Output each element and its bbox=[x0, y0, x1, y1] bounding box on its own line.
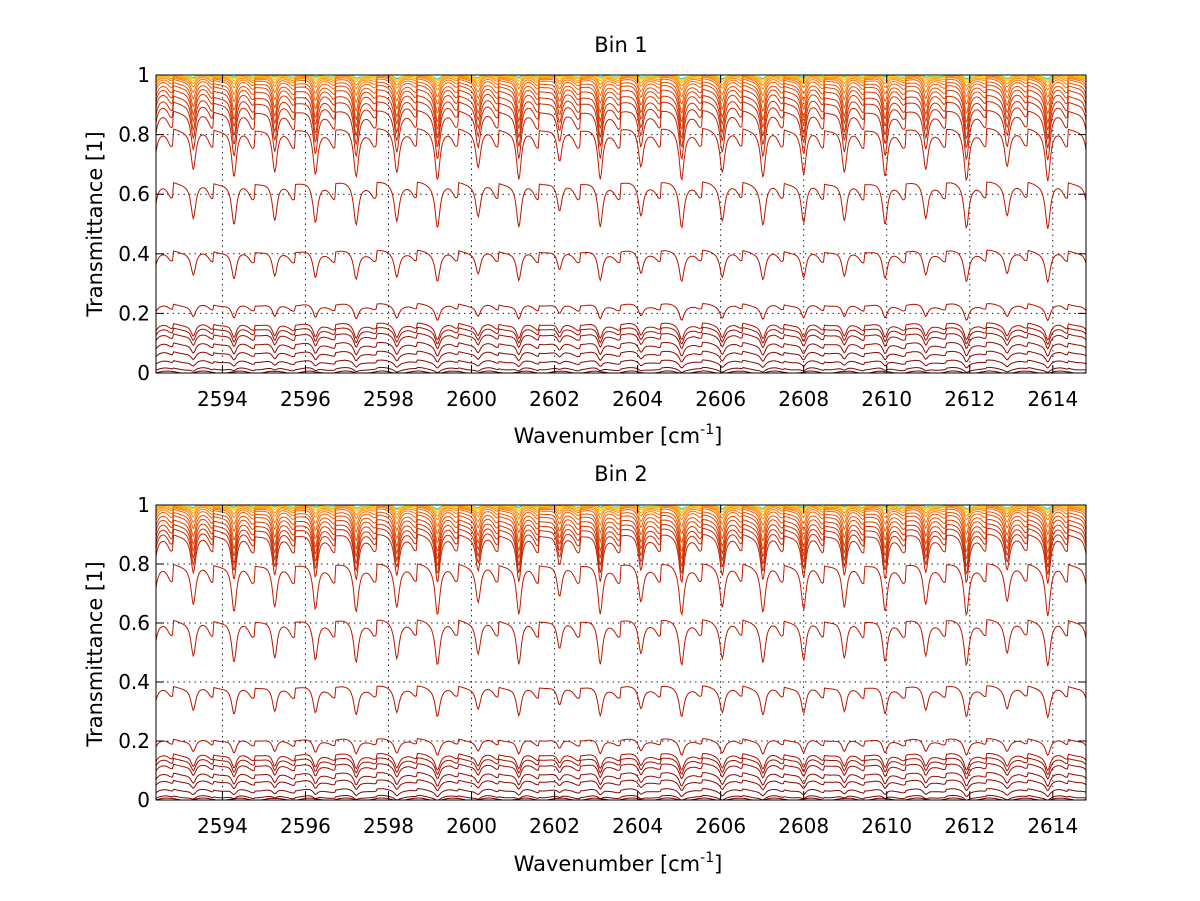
y-tick-label: 1 bbox=[137, 63, 150, 87]
y-tick-label: 0.2 bbox=[118, 729, 150, 753]
series-line-s15 bbox=[155, 619, 1087, 667]
axes-frame bbox=[155, 504, 1087, 801]
series-line-s10 bbox=[155, 89, 1087, 131]
series-line-s17 bbox=[155, 303, 1087, 322]
series-line-s23 bbox=[155, 788, 1087, 798]
y-tick-label: 0.6 bbox=[118, 182, 150, 206]
y-axis-ticks: 0 0.2 0.4 0.6 0.8 1 bbox=[118, 493, 1086, 812]
series-line-s05 bbox=[155, 505, 1087, 521]
y-tick-label: 0.4 bbox=[118, 242, 150, 266]
x-tick-label: 2600 bbox=[446, 387, 497, 411]
chart-panel-bin-2: Bin 2 2594 2596 2598 2600 2602 2604 2606 2608 26… bbox=[83, 462, 1087, 876]
x-tick-label: 2608 bbox=[778, 387, 829, 411]
x-tick-label: 2598 bbox=[363, 814, 414, 838]
y-tick-label: 1 bbox=[137, 493, 150, 517]
y-tick-label: 0.8 bbox=[118, 552, 150, 576]
x-axis-label-superscript: -1 bbox=[700, 422, 714, 438]
series-line-s18 bbox=[155, 752, 1087, 772]
x-tick-label: 2602 bbox=[529, 387, 580, 411]
series-line-s24 bbox=[155, 366, 1087, 374]
series-group bbox=[155, 74, 1087, 374]
series-line-s16 bbox=[155, 249, 1087, 284]
x-tick-label: 2614 bbox=[1027, 814, 1078, 838]
series-line-s17 bbox=[155, 738, 1087, 757]
x-axis-label-superscript: -1 bbox=[700, 850, 714, 866]
series-line-s12 bbox=[155, 101, 1087, 149]
series-line-s19 bbox=[155, 757, 1087, 776]
series-line-s13 bbox=[155, 533, 1087, 584]
series-line-s07 bbox=[155, 78, 1087, 106]
series-line-s20 bbox=[155, 332, 1087, 350]
series-line-s14 bbox=[155, 128, 1087, 182]
y-axis-label: Transmittance [1] bbox=[83, 561, 107, 747]
series-line-s21 bbox=[155, 772, 1087, 788]
series-line-s22 bbox=[155, 350, 1087, 363]
series-line-s11 bbox=[155, 95, 1087, 140]
series-line-s05 bbox=[155, 75, 1087, 91]
chart-title: Bin 1 bbox=[594, 33, 648, 57]
series-line-s08 bbox=[155, 511, 1087, 545]
series-line-s16 bbox=[155, 685, 1087, 720]
x-tick-label: 2596 bbox=[280, 387, 331, 411]
y-tick-label: 0.4 bbox=[118, 670, 150, 694]
series-line-s04 bbox=[155, 74, 1087, 87]
series-line-s11 bbox=[155, 523, 1087, 568]
series-line-s06 bbox=[155, 506, 1087, 528]
x-tick-label: 2606 bbox=[695, 387, 746, 411]
chart-title: Bin 2 bbox=[594, 462, 648, 486]
x-tick-label: 2594 bbox=[197, 814, 248, 838]
x-axis-ticks: 2594 2596 2598 2600 2602 2604 2606 2608 2610 2612… bbox=[197, 75, 1078, 411]
series-line-s14 bbox=[155, 563, 1087, 617]
series-line-s03 bbox=[155, 74, 1087, 84]
x-tick-label: 2610 bbox=[861, 387, 912, 411]
series-line-s24 bbox=[155, 794, 1087, 801]
x-tick-label: 2600 bbox=[446, 814, 497, 838]
x-tick-label: 2598 bbox=[363, 387, 414, 411]
x-tick-label: 2610 bbox=[861, 814, 912, 838]
x-tick-label: 2606 bbox=[695, 814, 746, 838]
y-tick-label: 0.8 bbox=[118, 123, 150, 147]
x-axis-label: Wavenumber [cm-1] bbox=[514, 422, 723, 448]
x-tick-label: 2612 bbox=[944, 387, 995, 411]
series-line-s03 bbox=[155, 504, 1087, 514]
series-line-s23 bbox=[155, 359, 1087, 369]
series-line-s21 bbox=[155, 341, 1087, 358]
x-tick-label: 2604 bbox=[612, 387, 663, 411]
series-line-s06 bbox=[155, 76, 1087, 99]
x-tick-label: 2602 bbox=[529, 814, 580, 838]
x-tick-label: 2594 bbox=[197, 387, 248, 411]
series-line-s10 bbox=[155, 518, 1087, 561]
y-tick-label: 0.2 bbox=[118, 301, 150, 325]
y-tick-label: 0 bbox=[137, 361, 150, 385]
x-tick-label: 2604 bbox=[612, 814, 663, 838]
series-line-s08 bbox=[155, 81, 1087, 116]
y-tick-label: 0 bbox=[137, 788, 150, 812]
series-line-s20 bbox=[155, 763, 1087, 780]
x-tick-label: 2608 bbox=[778, 814, 829, 838]
series-group bbox=[155, 504, 1087, 801]
series-line-s19 bbox=[155, 327, 1087, 346]
series-line-s09 bbox=[155, 514, 1087, 555]
chart-panel-bin-1: Bin 1 2594 2596 2598 2600 2602 2604 2606 2608 26… bbox=[83, 33, 1087, 448]
series-line-s13 bbox=[155, 110, 1087, 161]
series-line-s04 bbox=[155, 504, 1087, 517]
y-axis-label: Transmittance [1] bbox=[83, 131, 107, 317]
x-tick-label: 2614 bbox=[1027, 387, 1078, 411]
x-tick-label: 2612 bbox=[944, 814, 995, 838]
y-tick-label: 0.6 bbox=[118, 611, 150, 635]
series-line-s07 bbox=[155, 508, 1087, 536]
x-axis-label: Wavenumber [cm-1] bbox=[514, 850, 723, 876]
x-tick-label: 2596 bbox=[280, 814, 331, 838]
x-axis-ticks: 2594 2596 2598 2600 2602 2604 2606 2608 2610 2612… bbox=[197, 505, 1078, 838]
series-line-s15 bbox=[155, 181, 1087, 230]
series-line-s12 bbox=[155, 527, 1087, 576]
series-line-s22 bbox=[155, 779, 1087, 792]
y-axis-ticks: 0 0.2 0.4 0.6 0.8 1 bbox=[118, 63, 1086, 385]
axes-frame bbox=[155, 74, 1087, 374]
series-line-s09 bbox=[155, 84, 1087, 125]
series-line-s18 bbox=[155, 322, 1087, 341]
